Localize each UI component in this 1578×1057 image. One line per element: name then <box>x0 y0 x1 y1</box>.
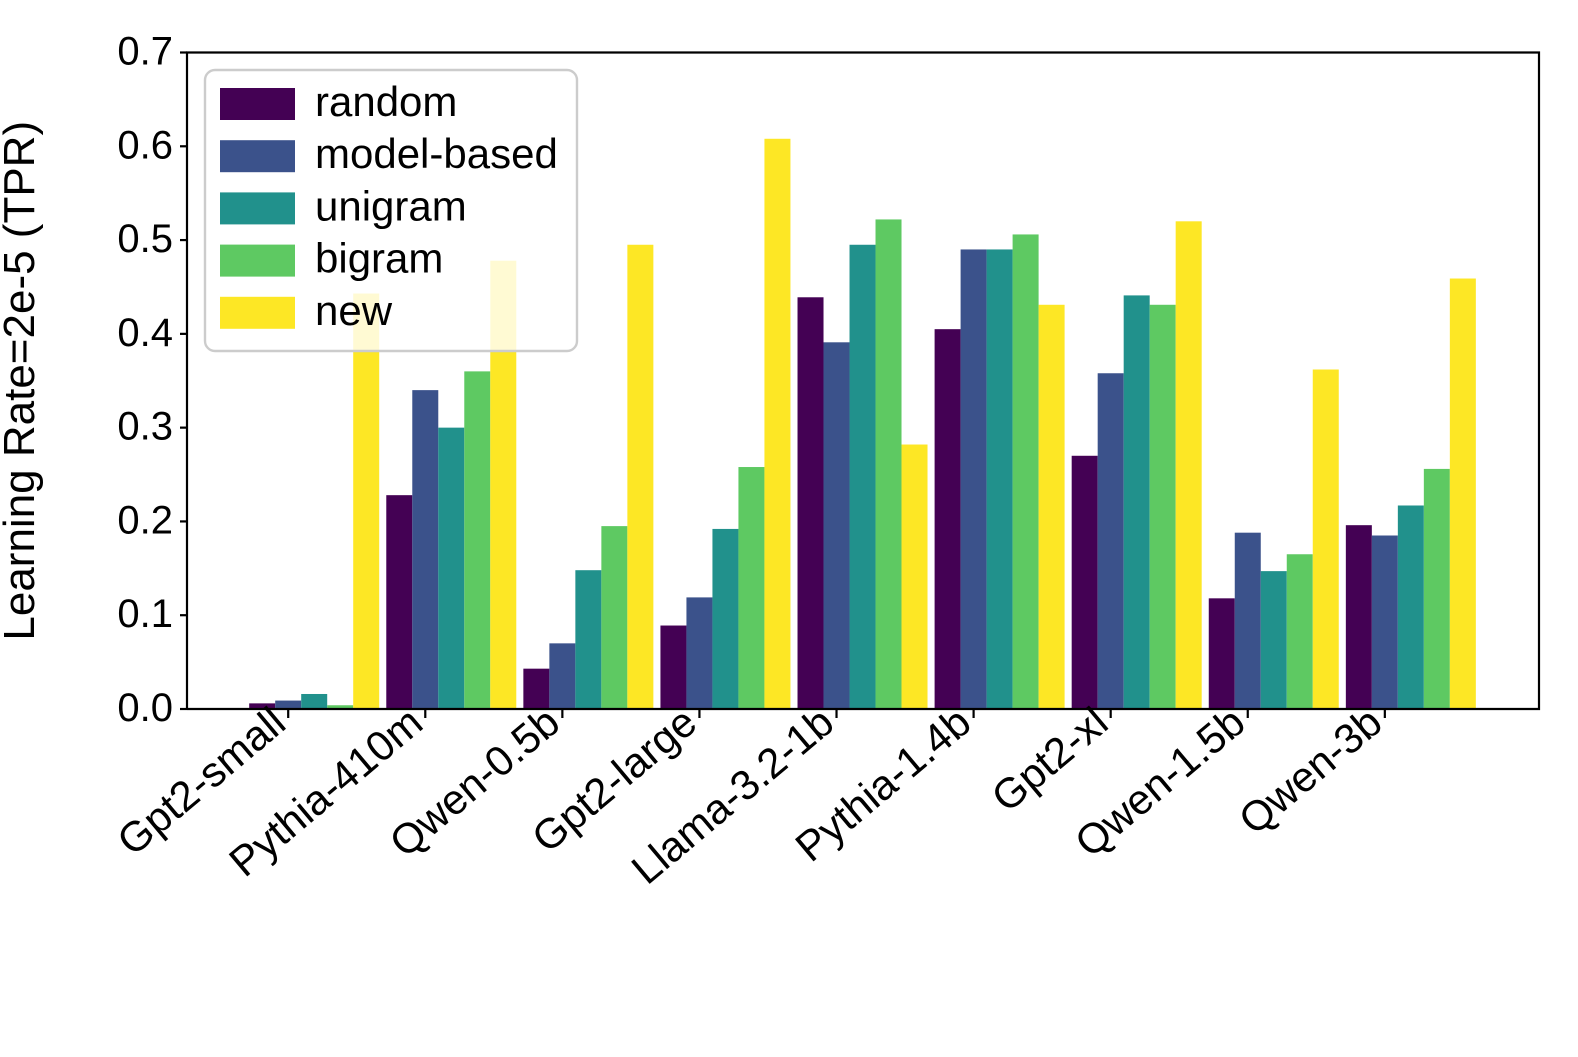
svg-text:0.1: 0.1 <box>117 592 173 636</box>
svg-text:0.0: 0.0 <box>117 686 173 730</box>
svg-text:0.5: 0.5 <box>117 217 173 261</box>
svg-text:new: new <box>315 287 393 334</box>
svg-text:0.7: 0.7 <box>117 30 173 74</box>
svg-text:model-based: model-based <box>315 130 558 177</box>
svg-text:0.4: 0.4 <box>117 311 173 355</box>
svg-text:0.6: 0.6 <box>117 123 173 167</box>
svg-text:unigram: unigram <box>315 182 467 229</box>
svg-text:0.3: 0.3 <box>117 405 173 449</box>
svg-text:0.2: 0.2 <box>117 498 173 542</box>
svg-text:Learning Rate=2e-5 (TPR): Learning Rate=2e-5 (TPR) <box>0 121 44 641</box>
svg-text:bigram: bigram <box>315 235 443 282</box>
svg-text:random: random <box>315 78 457 125</box>
